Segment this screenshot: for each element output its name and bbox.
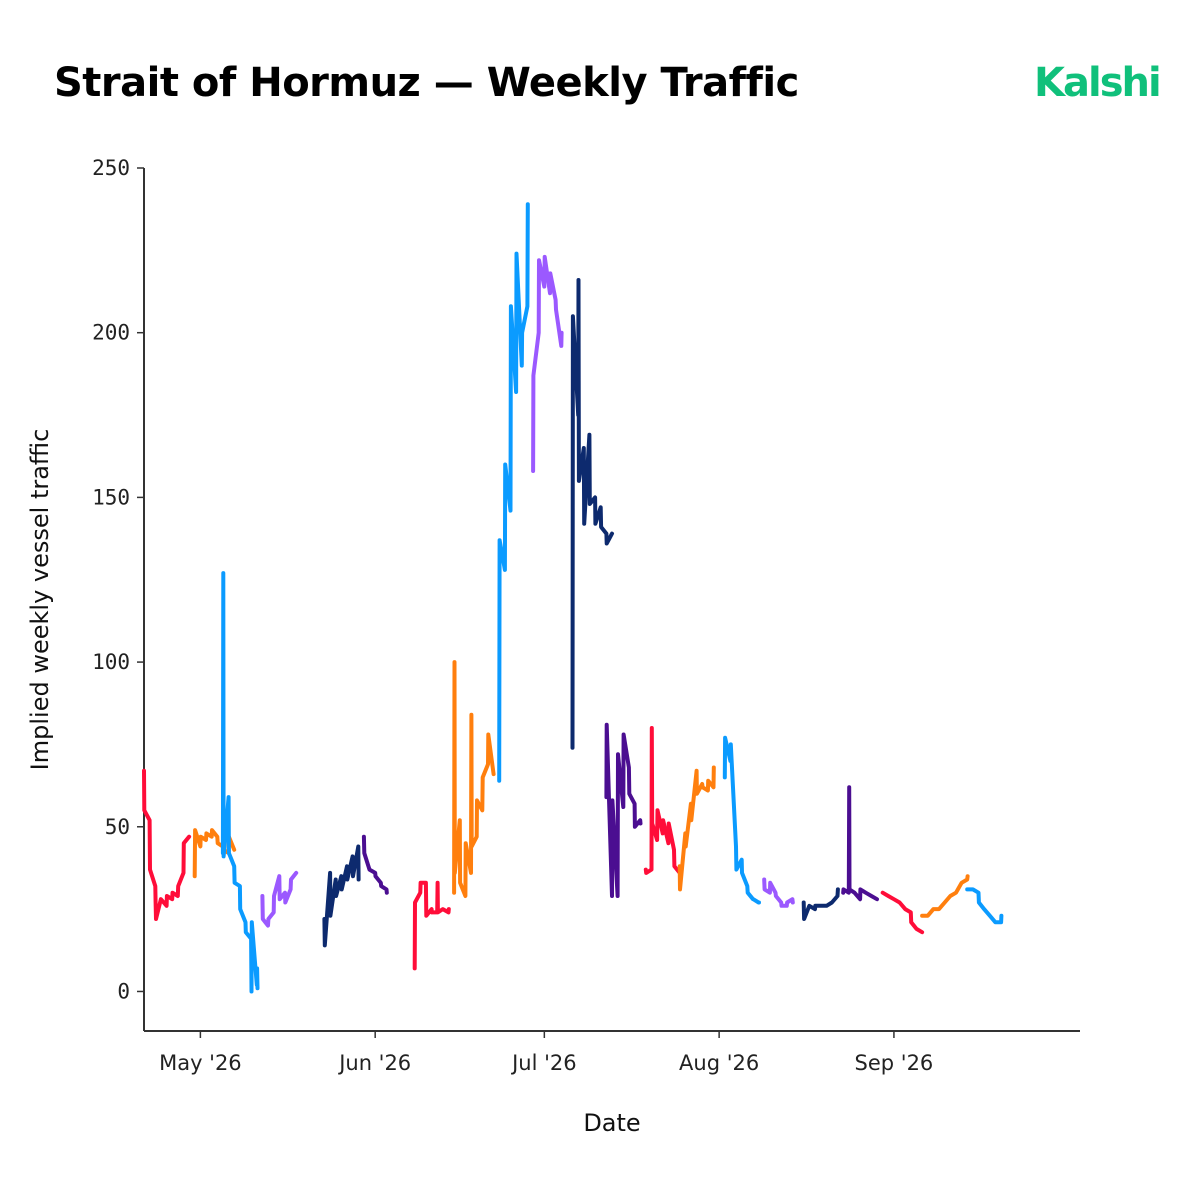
y-tick-label: 0 (117, 979, 130, 1003)
y-tick-label: 250 (92, 156, 130, 180)
kalshi-logo: Kalshi (1034, 60, 1162, 106)
x-tick-label: Aug '26 (679, 1051, 759, 1075)
series-line-7 (412, 880, 451, 971)
y-tick-label: 150 (92, 485, 130, 509)
series-line-11 (570, 278, 614, 750)
chart-title: Strait of Hormuz — Weekly Traffic (54, 60, 799, 106)
series-line-9 (497, 202, 530, 783)
x-tick-label: Jul '26 (510, 1051, 577, 1075)
series-line-15 (722, 735, 761, 905)
x-axis-label: Date (583, 1109, 640, 1137)
series-line-1 (142, 768, 192, 921)
series-line-17 (801, 887, 840, 921)
series-line-13 (643, 726, 682, 875)
series-line-20 (920, 874, 970, 918)
x-tick-label: May '26 (159, 1051, 242, 1075)
series-line-8 (452, 660, 496, 898)
series-line-19 (880, 890, 925, 935)
series-line-2 (192, 828, 237, 879)
y-tick-label: 200 (92, 321, 130, 345)
series-line-10 (531, 254, 564, 473)
series-line-5 (322, 844, 361, 948)
x-tick-label: Sep '26 (855, 1051, 934, 1075)
series-line-21 (965, 887, 1004, 925)
series-line-3 (220, 571, 260, 994)
series-line-6 (361, 834, 389, 895)
series-line-12 (604, 722, 643, 898)
series-line-4 (260, 870, 299, 928)
y-axis-label: Implied weekly vessel traffic (26, 429, 54, 771)
y-tick-label: 50 (105, 815, 130, 839)
series-line-16 (762, 877, 795, 908)
y-tick-label: 100 (92, 650, 130, 674)
x-tick-label: Jun '26 (337, 1051, 411, 1075)
series-line-18 (841, 785, 879, 902)
series-line-14 (677, 765, 716, 892)
